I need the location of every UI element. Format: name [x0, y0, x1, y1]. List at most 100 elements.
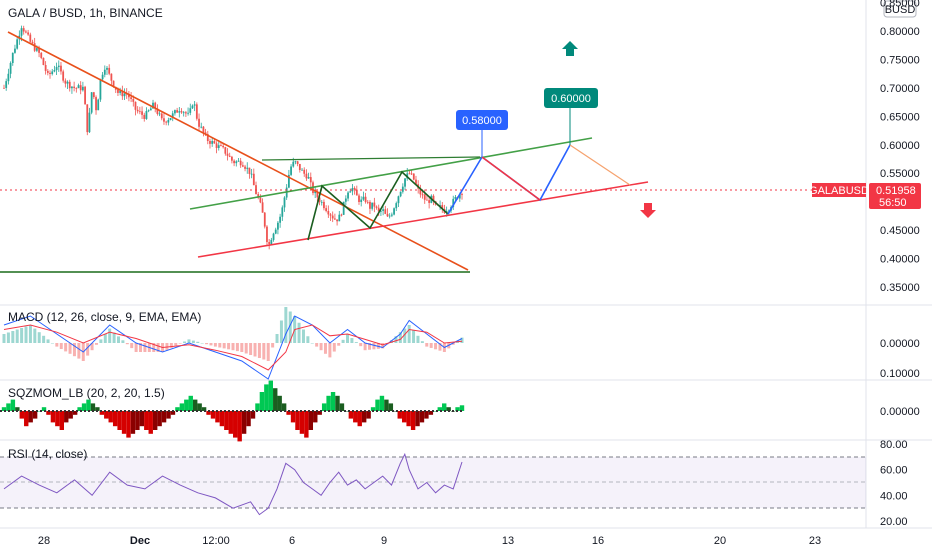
candle [22, 25, 25, 35]
candle [64, 78, 67, 88]
sqzmom-bar [415, 411, 420, 427]
price-pane[interactable]: 0.58000 0.60000 GALA / BUSD, 1h, BINANCE [0, 6, 866, 273]
candle [347, 191, 349, 202]
sqzmom-bar [175, 407, 180, 411]
arrow-up-icon[interactable] [562, 41, 578, 56]
rsi-tick-label: 40.00 [880, 490, 908, 502]
rsi-tick-label: 60.00 [880, 465, 908, 477]
projection-path-blue[interactable] [447, 144, 571, 215]
sqzmom-bar [46, 411, 51, 415]
candle [371, 202, 374, 211]
macd-histogram-bar [394, 336, 398, 343]
sqzmom-bar [197, 403, 202, 411]
candle [49, 70, 51, 79]
macd-pane[interactable]: MACD (12, 26, close, 9, EMA, EMA) [2, 307, 464, 380]
rsi-pane[interactable]: RSI (14, close) [0, 447, 866, 516]
macd-histogram-bar [59, 343, 63, 349]
projection-path-orange[interactable] [569, 144, 631, 186]
candle [351, 184, 354, 196]
macd-histogram [2, 307, 464, 361]
candle [279, 213, 282, 228]
candle [360, 196, 363, 207]
sqzmom-bar [330, 392, 336, 411]
sqzmom-bar [237, 411, 242, 442]
macd-histogram-bar [350, 338, 354, 343]
symbol-tag-label: GALABUSD [809, 185, 869, 197]
candle [143, 112, 146, 122]
sqzmom-bar [108, 411, 113, 423]
sqzmom-bar [326, 395, 331, 411]
macd-histogram-bar [50, 343, 54, 344]
candle [119, 87, 122, 96]
candle [290, 164, 292, 177]
candle [231, 155, 233, 164]
macd-histogram-bar [346, 334, 349, 343]
chart-title: GALA / BUSD, 1h, BINANCE [8, 6, 163, 20]
macd-histogram-bar [288, 311, 292, 343]
target-1-callout[interactable] [456, 110, 508, 130]
sqzmom-bar [179, 403, 185, 411]
arrow-down-icon[interactable] [640, 203, 656, 218]
candle [353, 186, 356, 195]
projection-path-red[interactable] [481, 156, 541, 201]
descending-trendline[interactable] [7, 31, 469, 271]
macd-histogram-bar [200, 343, 204, 344]
sqzmom-bar [50, 411, 56, 423]
candle [274, 227, 277, 235]
candle [178, 107, 181, 118]
time-tick-label: 23 [809, 535, 821, 547]
macd-histogram-bar [15, 329, 19, 343]
sqzmom-bar [410, 411, 416, 430]
sqzmom-bar [401, 411, 407, 423]
macd-histogram-bar [359, 343, 363, 347]
sqzmom-bar [339, 403, 345, 411]
macd-histogram-bar [77, 343, 81, 359]
sqzmom-bar [135, 411, 140, 430]
sqzmom-bar [299, 411, 305, 434]
macd-histogram-bar [68, 343, 72, 354]
rising-resistance-line[interactable] [189, 137, 593, 210]
sqzmom-bar [250, 411, 256, 419]
candle [228, 152, 231, 158]
sqzmom-bar [357, 411, 362, 427]
price-axis[interactable]: BUSD 0.85000 0.80000 0.75000 0.70000 0.65000… [809, 0, 921, 528]
candle [95, 95, 97, 115]
sqzmom-bar [148, 411, 153, 434]
sqzmom-tick-label: 0.00000 [880, 406, 920, 418]
candle [141, 106, 143, 119]
macd-histogram-bar [372, 343, 376, 350]
candle [397, 195, 400, 208]
sqzmom-bar [130, 411, 136, 434]
candle [215, 141, 218, 154]
sqzmom-bar [184, 399, 189, 411]
macd-histogram-bar [86, 343, 90, 356]
sqzmom-bar [286, 411, 291, 415]
currency-badge[interactable] [883, 0, 917, 18]
candle [40, 52, 43, 60]
rising-support-line[interactable] [197, 181, 649, 258]
sqzmom-bar [388, 403, 394, 411]
candle [340, 213, 343, 217]
target-2-callout[interactable] [544, 88, 598, 108]
candle [147, 109, 150, 113]
candle [136, 106, 139, 114]
time-axis[interactable]: 28 Dec 12:00 6 9 13 16 20 23 [38, 535, 821, 547]
sqzmom-pane[interactable]: SQZMOM_LB (20, 2, 20, 1.5) [0, 380, 465, 442]
candle [441, 202, 444, 213]
macd-histogram-bar [152, 343, 156, 352]
candle [393, 207, 395, 216]
candle [81, 81, 84, 92]
horizontal-resistance-line[interactable] [261, 156, 481, 161]
candlestick-series [3, 25, 463, 250]
sqzmom-bar [90, 403, 96, 411]
macd-histogram-bar [103, 334, 107, 343]
candle [42, 57, 45, 66]
macd-histogram-bar [117, 336, 120, 343]
candle [358, 193, 360, 205]
candle [130, 92, 133, 103]
macd-histogram-bar [174, 343, 178, 346]
candle [301, 168, 303, 171]
candle [373, 197, 376, 213]
zigzag-pattern[interactable] [307, 170, 449, 241]
